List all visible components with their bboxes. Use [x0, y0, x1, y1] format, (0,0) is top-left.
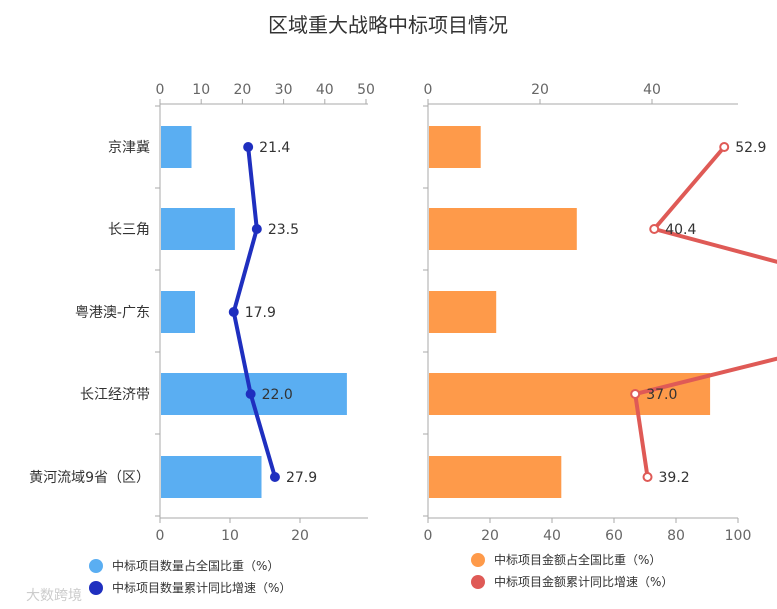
right-bar	[429, 126, 481, 168]
right-bottom-tick-label: 100	[725, 528, 752, 544]
left-top-tick-label: 30	[275, 82, 293, 98]
legend-swatch	[471, 553, 485, 567]
right-data-label: 37.0	[646, 387, 677, 403]
right-top-tick-label: 40	[643, 82, 661, 98]
legend-left: 中标项目数量占全国比重（%） 中标项目数量累计同比增速（%）	[89, 558, 291, 595]
left-bottom-tick-label: 0	[156, 528, 165, 544]
right-bottom-tick-label: 20	[481, 528, 499, 544]
right-bottom-tick-label: 80	[667, 528, 685, 544]
legend-swatch	[89, 581, 103, 595]
left-top-tick-label: 40	[316, 82, 334, 98]
left-top-tick-label: 20	[233, 82, 251, 98]
right-line-point	[649, 224, 660, 234]
left-line-point	[251, 224, 262, 234]
right-bottom-tick-label: 0	[424, 528, 433, 544]
right-bottom-tick-label: 40	[543, 528, 561, 544]
legend-label: 中标项目数量累计同比增速（%）	[112, 580, 291, 595]
right-line-point	[642, 472, 653, 482]
left-bottom-tick-label: 10	[221, 528, 239, 544]
right-bar	[429, 456, 562, 498]
category-label: 长江经济带	[80, 387, 150, 403]
left-panel: 0 10 20 30 40 50 0 10 20 京津冀长三角粤港澳-广东长江经济带黄河流域9省（…	[29, 82, 375, 544]
left-line-point	[269, 472, 280, 482]
left-bottom-tick-label: 20	[291, 528, 309, 544]
legend-label: 中标项目金额累计同比增速（%）	[494, 574, 673, 589]
legend-swatch	[89, 559, 103, 573]
left-data-label: 27.9	[286, 470, 317, 486]
left-data-label: 23.5	[268, 222, 299, 238]
watermark: 大数跨境	[26, 588, 82, 604]
right-bottom-tick-label: 60	[605, 528, 623, 544]
right-series-line	[633, 145, 777, 478]
left-bar	[161, 291, 195, 333]
left-data-label: 17.9	[245, 305, 276, 321]
category-label: 粤港澳-广东	[75, 305, 150, 321]
category-label: 京津冀	[108, 140, 150, 156]
right-line-point	[630, 389, 641, 399]
left-line-point	[228, 307, 239, 317]
legend-swatch	[471, 575, 485, 589]
legend-label: 中标项目金额占全国比重（%）	[494, 552, 661, 567]
category-label: 黄河流域9省（区）	[29, 469, 150, 486]
right-data-label: 52.9	[735, 140, 766, 156]
right-bar	[429, 291, 497, 333]
right-bar	[429, 208, 577, 250]
right-top-tick-label: 20	[531, 82, 549, 98]
left-top-tick-label: 0	[156, 82, 165, 98]
left-line-point	[245, 389, 256, 399]
right-data-label: 40.4	[665, 222, 696, 238]
chart-title: 区域重大战略中标项目情况	[268, 13, 508, 37]
legend-label: 中标项目数量占全国比重（%）	[112, 558, 279, 573]
legend-right: 中标项目金额占全国比重（%） 中标项目金额累计同比增速（%）	[471, 552, 673, 589]
left-data-label: 21.4	[259, 140, 290, 156]
left-top-tick-label: 10	[192, 82, 210, 98]
left-bar	[161, 208, 235, 250]
right-data-label: 39.2	[659, 470, 690, 486]
right-bar	[429, 373, 711, 415]
left-top-tick-label: 50	[357, 82, 375, 98]
category-label: 长三角	[108, 222, 150, 238]
right-line-point	[719, 142, 730, 152]
right-top-tick-label: 0	[424, 82, 433, 98]
left-line-point	[243, 142, 254, 152]
left-bar	[161, 126, 192, 168]
left-bar	[161, 456, 262, 498]
left-data-label: 22.0	[262, 387, 293, 403]
